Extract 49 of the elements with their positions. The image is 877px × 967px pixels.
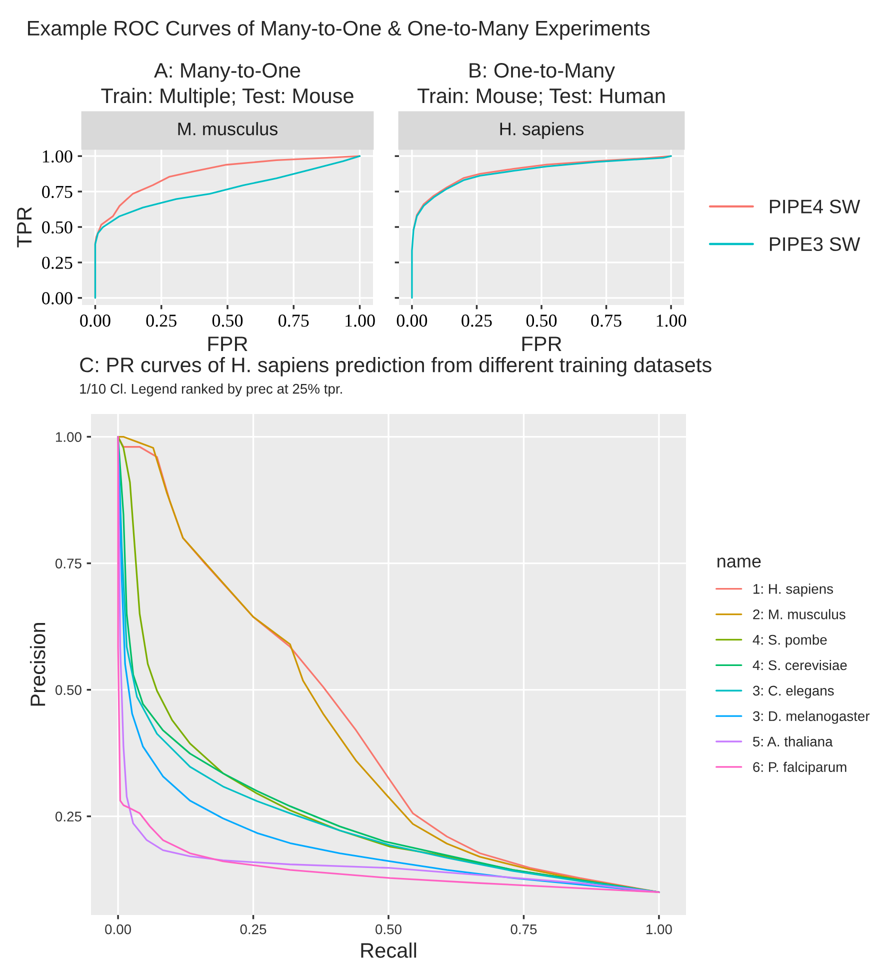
chart-subtitle: H. sapiens <box>500 122 584 139</box>
x-tick-label: 0.00 <box>80 314 110 327</box>
x-tick-label: 1.00 <box>656 314 686 327</box>
x-axis-title: FPR <box>208 336 248 352</box>
legend-label: PIPE3 SW <box>770 237 860 252</box>
legend-label: 6: P. falciparum <box>753 762 846 775</box>
x-tick-label: 0.25 <box>240 924 266 934</box>
y-tick-label: 0.75 <box>42 186 72 198</box>
chart-subtitle: 1/10 Cl. Legend ranked by prec at 25% tpr. <box>80 384 342 396</box>
y-tick-label: 0.00 <box>42 292 72 304</box>
x-tick-label: 0.75 <box>591 314 622 327</box>
x-axis-title: Recall <box>361 942 416 958</box>
text: Example ROC Curves of Many-to-One & One-to-Many Experiments <box>28 20 650 40</box>
y-tick-label: 0.75 <box>55 558 82 568</box>
legend-label: 1: H. sapiens <box>754 584 834 597</box>
legend-label: PIPE4 SW <box>770 200 860 214</box>
line-series <box>117 436 660 894</box>
legend-label: 4: S. cerevisiae <box>752 660 847 670</box>
line-series <box>94 155 361 299</box>
x-tick-label: 0.25 <box>146 314 176 327</box>
x-tick-label: 0.50 <box>376 924 402 934</box>
chart-title: B: One-to-Many Train: Mouse; Test: Human <box>418 62 665 106</box>
legend-label: 5: A. thaliana <box>753 736 833 747</box>
y-tick-label: 0.25 <box>55 812 82 822</box>
y-tick-label: 0.50 <box>55 685 82 695</box>
y-tick-label: 1.00 <box>42 150 72 163</box>
y-axis-title: Precision <box>30 623 46 706</box>
y-tick-label: 0.25 <box>42 256 72 269</box>
x-tick-label: 0.50 <box>212 314 243 327</box>
x-tick-label: 0.00 <box>396 314 428 327</box>
legend-label: 3: C. elegans <box>752 685 834 698</box>
chart-subtitle: M. musculus <box>178 122 278 136</box>
x-tick-label: 0.25 <box>462 314 492 327</box>
chart-title: A: Many-to-One Train: Multiple; Test: Mouse <box>101 62 354 108</box>
chart-title: C: PR curves of H. sapiens prediction from different training datasets <box>80 357 712 376</box>
y-axis-title: TPR <box>17 207 32 248</box>
x-tick-label: 0.50 <box>526 314 557 327</box>
y-tick-label: 1.00 <box>56 432 82 442</box>
legend-label: 3: D. melanogaster <box>752 710 870 724</box>
legend-label: 4: S. pombe <box>752 634 827 648</box>
y-tick-label: 0.50 <box>42 221 72 234</box>
x-axis-title: FPR <box>522 336 562 352</box>
x-tick-label: 1.00 <box>646 924 672 934</box>
legend-title: name <box>718 558 761 568</box>
x-tick-label: 0.00 <box>105 924 132 934</box>
x-tick-label: 1.00 <box>346 314 375 327</box>
x-tick-label: 0.75 <box>510 924 537 934</box>
x-tick-label: 0.75 <box>278 314 309 327</box>
legend-label: 2: M. musculus <box>753 609 846 620</box>
